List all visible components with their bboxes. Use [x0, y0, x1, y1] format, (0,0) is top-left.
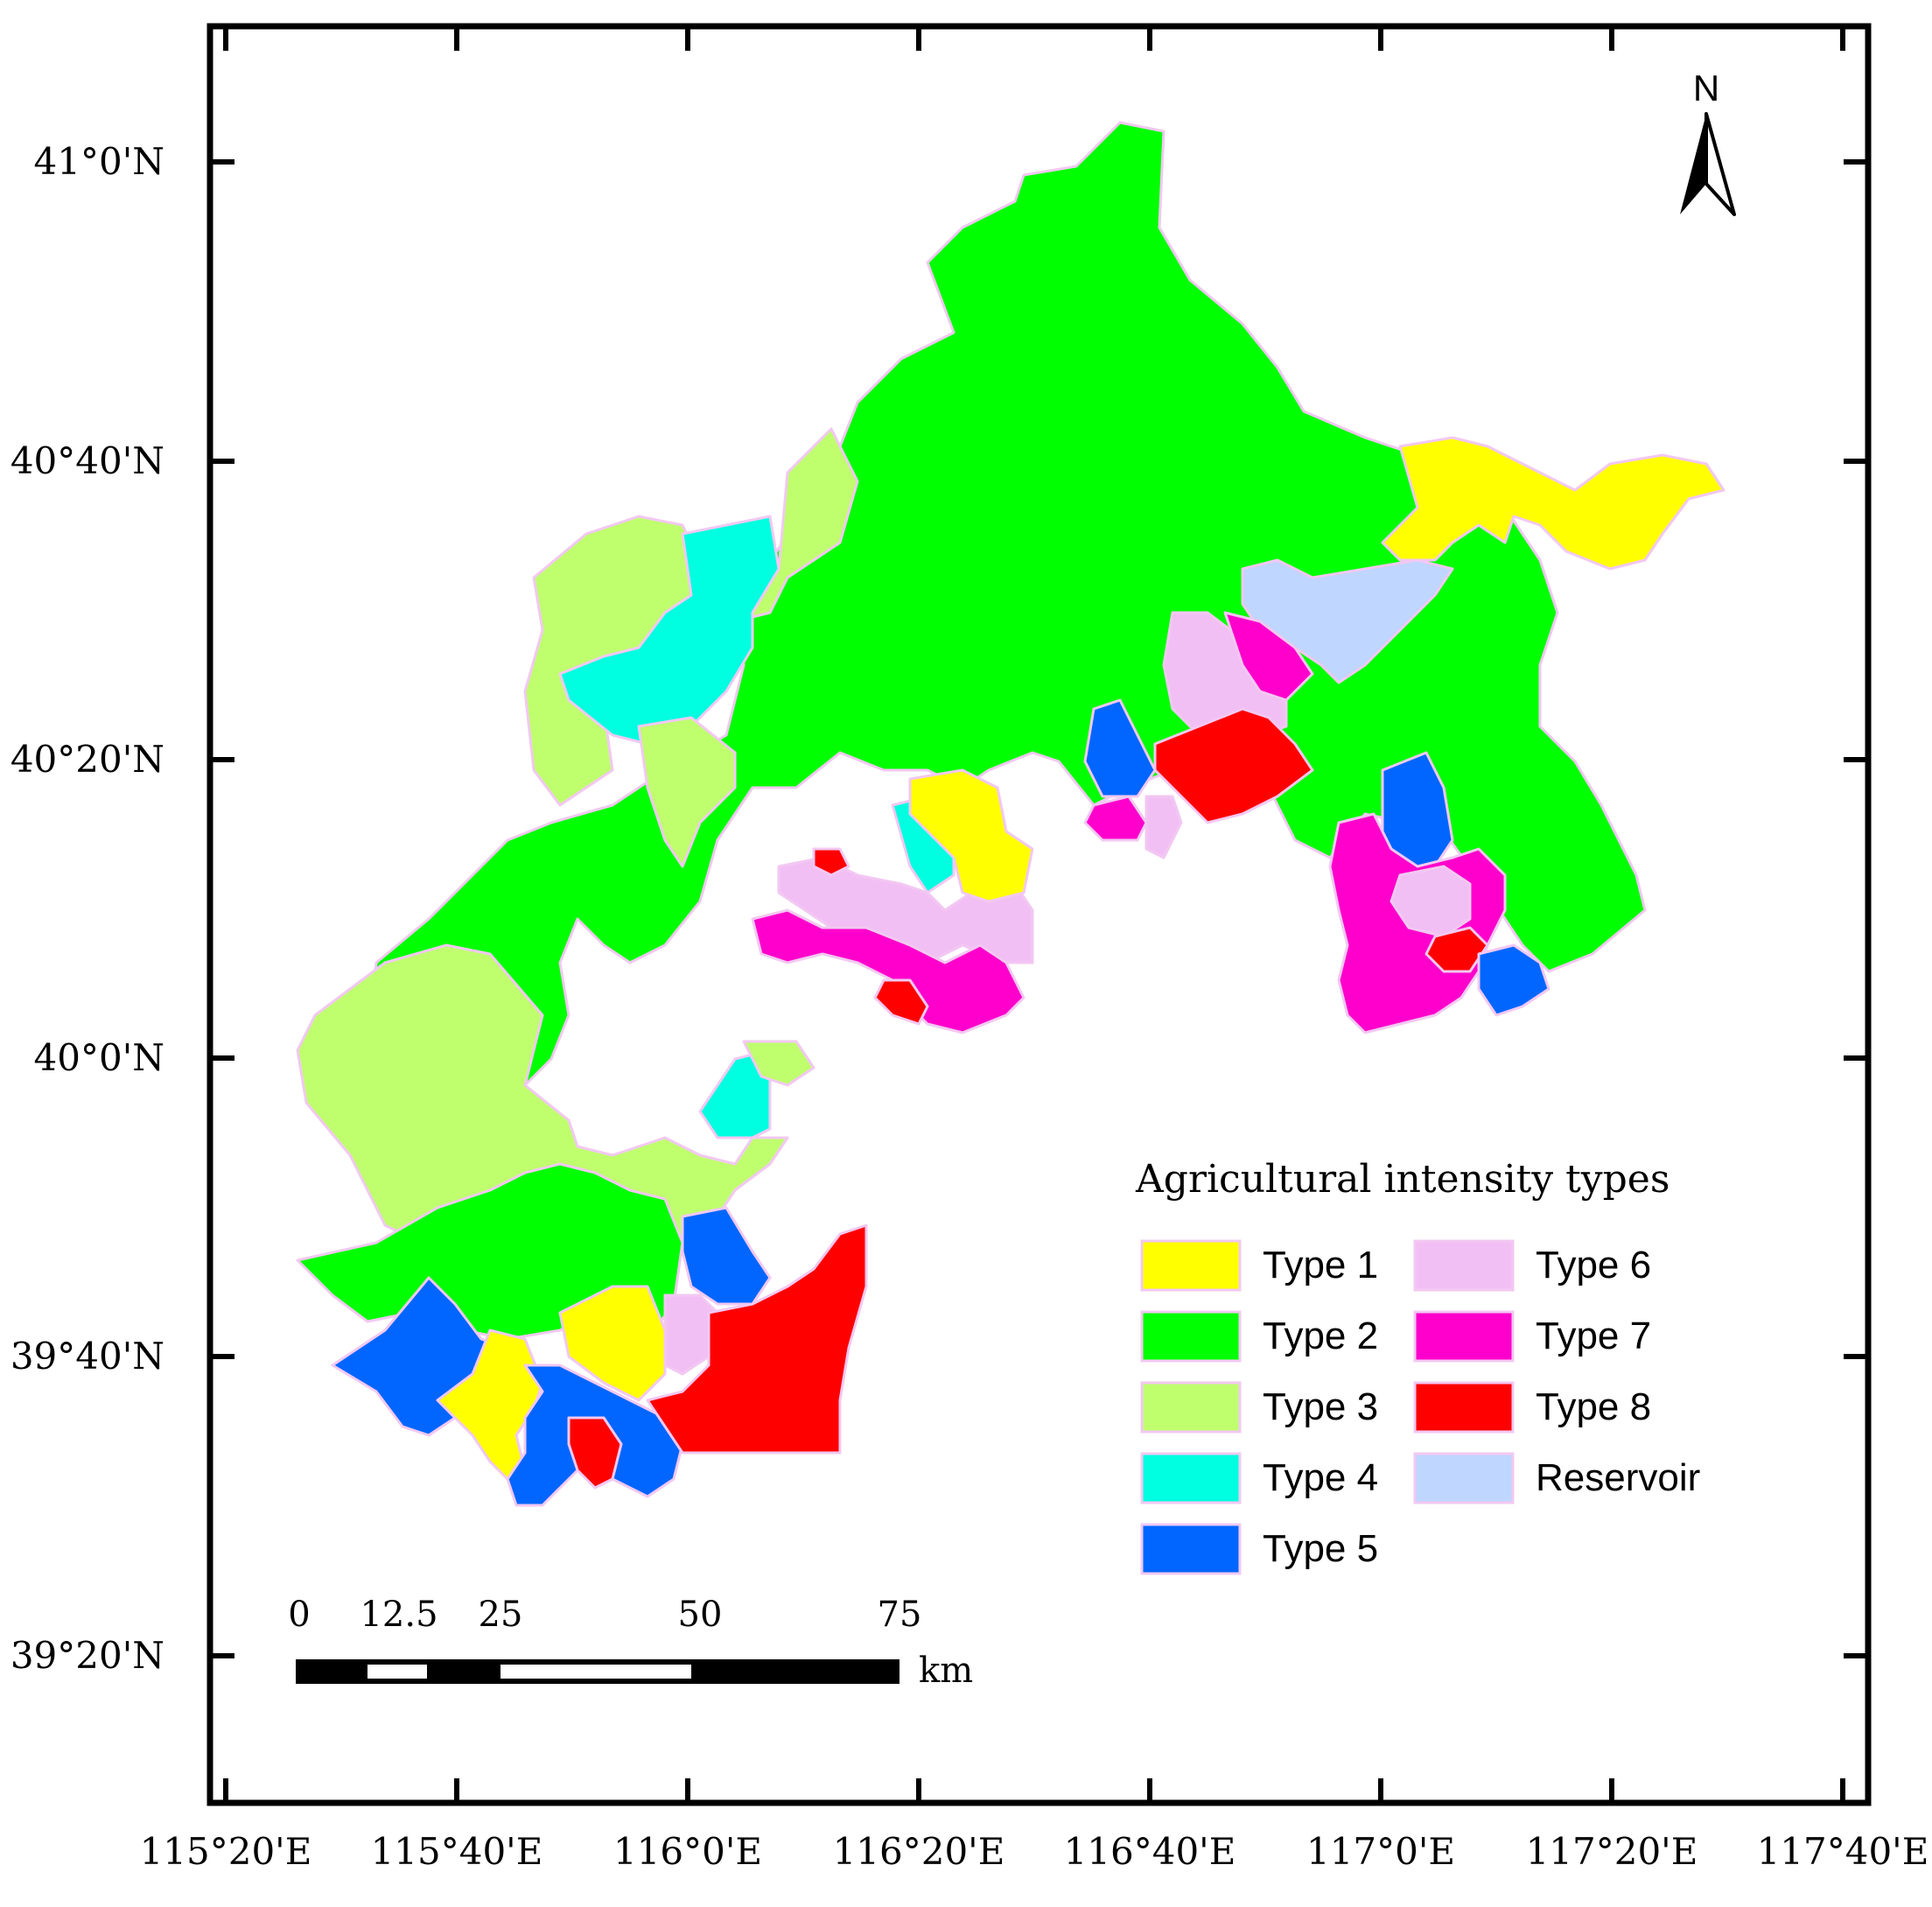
north-arrow: N — [1680, 67, 1736, 216]
longitude-label: 117°0'E — [1306, 1830, 1455, 1873]
longitude-label: 116°0'E — [613, 1830, 762, 1873]
region-type7-middle — [751, 908, 1026, 1034]
legend-swatch — [1140, 1310, 1242, 1363]
region-type6-middle — [777, 856, 1034, 964]
legend-label: Type 1 — [1263, 1244, 1378, 1287]
region-type5-southtop — [681, 1206, 772, 1306]
legend-swatch — [1140, 1239, 1242, 1292]
scale-tick-label: 50 — [678, 1595, 723, 1635]
legend-label: Type 4 — [1263, 1456, 1378, 1499]
scale-bar-segment-white-2 — [500, 1665, 691, 1679]
longitude-label: 116°40'E — [1064, 1830, 1236, 1873]
longitude-label: 116°20'E — [833, 1830, 1005, 1873]
legend-title: Agricultural intensity types — [1135, 1157, 1670, 1202]
latitude-label: 40°0'N — [34, 1036, 164, 1079]
legend-swatch — [1140, 1523, 1242, 1575]
scale-bar-segment-white-1 — [368, 1665, 427, 1679]
latitude-label: 39°40'N — [10, 1335, 164, 1378]
region-type3-westmid — [637, 716, 737, 868]
region-type7-center — [1083, 795, 1148, 842]
region-type8-south — [646, 1223, 868, 1455]
scale-unit: km — [919, 1651, 973, 1691]
scale-tick-label: 12.5 — [360, 1595, 438, 1635]
latitude-label: 40°20'N — [10, 738, 164, 781]
region-type4-northwest — [558, 515, 780, 746]
legend-swatch — [1413, 1452, 1515, 1504]
legend-swatch — [1413, 1310, 1515, 1363]
legend-label: Reservoir — [1536, 1456, 1700, 1499]
latitude-label: 41°0'N — [34, 140, 164, 183]
longitude-label: 117°20'E — [1526, 1830, 1698, 1873]
region-type8-dot — [812, 847, 850, 877]
region-type1-northeast — [1381, 436, 1726, 571]
scale-tick-label: 0 — [288, 1595, 310, 1635]
longitude-label: 115°20'E — [140, 1830, 312, 1873]
legend: Agricultural intensity types Type 1 Type … — [1135, 1157, 1700, 1575]
region-type5-southeast — [1477, 943, 1550, 1017]
longitude-label: 115°40'E — [371, 1830, 543, 1873]
legend-swatch — [1413, 1239, 1515, 1292]
scale-bar: 0 12.5 25 50 75 km — [288, 1595, 973, 1691]
longitude-label: 117°40'E — [1757, 1830, 1929, 1873]
region-type8-middle — [873, 978, 929, 1026]
legend-label: Type 6 — [1536, 1244, 1651, 1287]
region-type8-southwest — [567, 1416, 623, 1490]
region-type7-northcenter — [1223, 611, 1314, 702]
legend-swatch — [1413, 1381, 1515, 1434]
legend-label: Type 7 — [1536, 1315, 1651, 1357]
longitude-axis: 115°20'E 115°40'E 116°0'E 116°20'E 116°40'E 1… — [140, 26, 1929, 1873]
region-type8-east — [1424, 926, 1489, 973]
legend-label: Type 2 — [1263, 1315, 1378, 1357]
latitude-axis: 41°0'N 40°40'N 40°20'N 40°0'N 39°40'N 39°20'N — [10, 140, 1868, 1677]
regions — [296, 121, 1726, 1507]
region-type1-middle — [908, 768, 1034, 903]
legend-label: Type 5 — [1263, 1527, 1378, 1570]
map-frame — [206, 23, 1872, 1806]
latitude-label: 40°40'N — [10, 439, 164, 482]
region-type6-east — [1390, 865, 1472, 938]
latitude-label: 39°20'N — [10, 1634, 164, 1677]
region-type8-northcenter — [1153, 707, 1314, 824]
legend-swatch — [1140, 1381, 1242, 1434]
north-arrow-icon — [1680, 112, 1736, 216]
scale-tick-label: 75 — [878, 1595, 922, 1635]
region-type6-center — [1144, 795, 1183, 859]
region-type2-north — [366, 121, 1647, 1209]
region-type1-south — [558, 1285, 667, 1402]
region-type5-northcenter — [1083, 698, 1157, 798]
legend-label: Type 8 — [1536, 1385, 1651, 1428]
legend-label: Type 3 — [1263, 1385, 1378, 1428]
scale-tick-label: 25 — [479, 1595, 523, 1635]
region-type3-southcenter — [742, 1040, 816, 1087]
north-label: N — [1693, 67, 1719, 109]
legend-swatch — [1140, 1452, 1242, 1504]
